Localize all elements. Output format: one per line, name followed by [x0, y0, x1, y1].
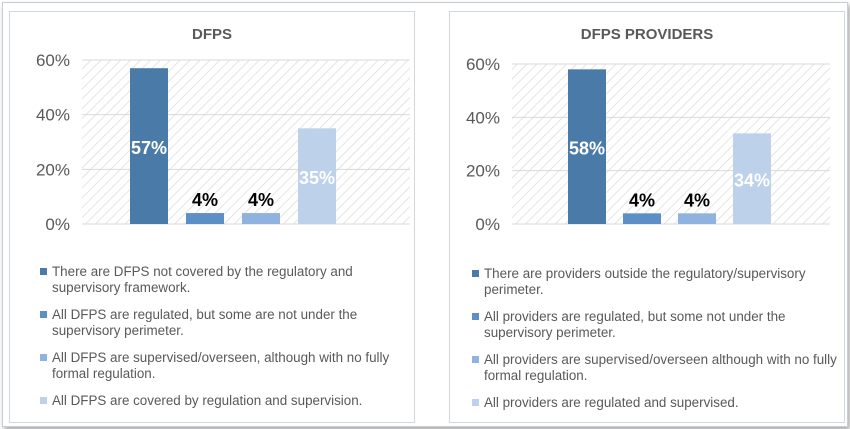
bar [298, 128, 336, 224]
legend-item: All providers are supervised/overseen al… [472, 352, 842, 384]
legend-item: There are DFPS not covered by the regula… [40, 264, 405, 296]
y-tick-label: 0% [45, 215, 70, 234]
bar-chart-dfps-providers: 0% 20% 40% 60% 58% 4% 4% 34% [466, 55, 830, 234]
bar [130, 68, 168, 224]
legend-label: All DFPS are supervised/overseen, althou… [52, 350, 390, 381]
legend-swatch [40, 311, 47, 318]
bar [186, 213, 224, 224]
data-label: 57% [131, 138, 167, 158]
y-tick-label: 0% [475, 215, 500, 234]
legend-swatch [472, 270, 479, 277]
data-label: 4% [684, 190, 710, 210]
bar [242, 213, 280, 224]
bar [678, 213, 716, 224]
legend-item: All DFPS are supervised/overseen, althou… [40, 350, 405, 382]
bar [733, 133, 771, 224]
legend-label: All providers are regulated and supervis… [484, 395, 739, 410]
legend-swatch [40, 268, 47, 275]
legend-swatch [40, 354, 47, 361]
y-tick-label: 60% [466, 55, 500, 74]
y-tick-label: 40% [36, 106, 70, 125]
y-tick-label: 40% [466, 108, 500, 127]
legend-label: All DFPS are regulated, but some are not… [52, 307, 358, 338]
data-label: 34% [734, 171, 770, 191]
chart-panel-dfps: DFPS 0% 20% 40% 60% 57% 4% 4% 35% There are DFP… [9, 11, 415, 423]
chart-title: DFPS [191, 26, 232, 43]
plot-area [512, 64, 830, 224]
legend-item: All DFPS are regulated, but some are not… [40, 307, 405, 339]
legend-item: All DFPS are covered by regulation and s… [40, 393, 405, 409]
y-tick-label: 20% [466, 162, 500, 181]
y-tick-label: 60% [36, 51, 70, 70]
legend-swatch [472, 399, 479, 406]
bar [568, 69, 606, 224]
bar-chart-dfps: 0% 20% 40% 60% 57% 4% 4% 35% [36, 51, 410, 234]
data-label: 4% [248, 190, 274, 210]
legend-swatch [472, 313, 479, 320]
data-label: 4% [192, 190, 218, 210]
chart-title: DFPS PROVIDERS [580, 26, 714, 43]
data-label: 4% [629, 190, 655, 210]
legend-item: All providers are regulated and supervis… [472, 395, 842, 411]
chart-legend: There are DFPS not covered by the regula… [40, 264, 405, 420]
legend-label: All providers are supervised/overseen al… [484, 352, 837, 383]
chart-panel-dfps-providers: DFPS PROVIDERS 0% 20% 40% 60% 58% 4% 4% 34% The… [449, 11, 845, 423]
bar [623, 213, 661, 224]
legend-item: All providers are regulated, but some no… [472, 309, 842, 341]
legend-swatch [40, 397, 47, 404]
legend-label: There are DFPS not covered by the regula… [52, 264, 353, 295]
legend-label: All providers are regulated, but some no… [484, 309, 786, 340]
legend-item: There are providers outside the regulato… [472, 266, 842, 298]
y-tick-label: 20% [36, 160, 70, 179]
data-label: 35% [299, 168, 335, 188]
legend-label: There are providers outside the regulato… [484, 266, 806, 297]
legend-label: All DFPS are covered by regulation and s… [52, 393, 363, 408]
data-label: 58% [569, 139, 605, 159]
chart-legend: There are providers outside the regulato… [472, 266, 842, 422]
legend-swatch [472, 356, 479, 363]
